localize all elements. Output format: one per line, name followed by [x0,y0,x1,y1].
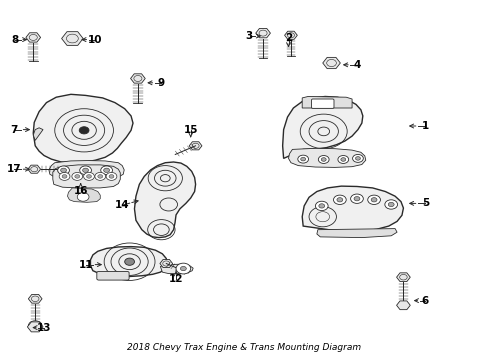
Text: 12: 12 [168,274,183,284]
Text: 13: 13 [37,323,51,333]
Polygon shape [288,148,365,167]
Text: 2: 2 [285,33,291,43]
Circle shape [300,157,305,161]
Polygon shape [160,264,193,274]
Circle shape [58,166,69,175]
Circle shape [103,168,109,172]
Circle shape [352,154,363,162]
Polygon shape [53,165,120,188]
Polygon shape [61,32,83,45]
Circle shape [333,195,346,204]
Text: 16: 16 [73,186,88,196]
FancyBboxPatch shape [311,99,333,108]
Polygon shape [396,273,409,282]
Text: 6: 6 [421,296,428,306]
Circle shape [72,172,82,180]
FancyBboxPatch shape [97,271,129,280]
Text: 17: 17 [6,164,21,174]
Circle shape [355,157,360,160]
Polygon shape [322,57,340,69]
Circle shape [109,175,114,178]
Polygon shape [189,142,202,150]
Circle shape [176,263,190,274]
Circle shape [75,175,80,178]
Polygon shape [28,165,41,173]
Circle shape [367,195,380,204]
Circle shape [318,204,324,208]
Polygon shape [284,31,297,39]
Circle shape [79,127,89,134]
Polygon shape [49,161,124,179]
Circle shape [61,168,66,172]
Circle shape [124,258,134,265]
Text: 10: 10 [88,35,102,45]
Circle shape [315,201,327,211]
Polygon shape [302,186,403,231]
Circle shape [62,175,67,178]
Text: 15: 15 [183,125,198,135]
Circle shape [353,197,359,201]
Circle shape [28,321,42,331]
Polygon shape [33,128,43,140]
Text: 3: 3 [245,31,252,41]
Polygon shape [90,247,167,276]
Polygon shape [302,96,351,108]
Text: 2018 Chevy Trax Engine & Trans Mounting Diagram: 2018 Chevy Trax Engine & Trans Mounting … [127,343,361,352]
Circle shape [336,198,342,202]
Circle shape [98,175,102,178]
Circle shape [321,158,325,161]
Circle shape [384,200,397,209]
Circle shape [95,172,105,180]
Polygon shape [28,294,42,303]
Polygon shape [27,322,43,332]
Text: 8: 8 [11,35,18,45]
Circle shape [80,166,91,175]
Polygon shape [67,188,100,202]
Circle shape [318,156,328,163]
Text: 5: 5 [421,198,428,208]
Polygon shape [282,96,362,158]
Circle shape [370,198,376,202]
Polygon shape [26,33,41,42]
Polygon shape [134,162,195,238]
Polygon shape [160,260,172,267]
Circle shape [340,158,345,161]
Circle shape [77,193,89,201]
Text: 4: 4 [352,60,360,70]
Polygon shape [396,301,409,310]
Circle shape [387,202,393,207]
Circle shape [59,172,70,180]
Text: 9: 9 [158,78,164,88]
Circle shape [337,156,348,163]
Text: 1: 1 [421,121,428,131]
Circle shape [82,168,88,172]
Circle shape [297,155,308,163]
Circle shape [83,172,94,180]
Text: 7: 7 [10,125,18,135]
Text: 14: 14 [115,200,129,210]
Polygon shape [130,74,145,83]
Circle shape [350,194,363,203]
Polygon shape [255,28,270,38]
Circle shape [86,175,91,178]
Text: 11: 11 [78,260,93,270]
Polygon shape [316,229,396,238]
Circle shape [180,266,186,271]
Circle shape [106,172,117,180]
Polygon shape [33,94,133,163]
Circle shape [101,166,112,175]
